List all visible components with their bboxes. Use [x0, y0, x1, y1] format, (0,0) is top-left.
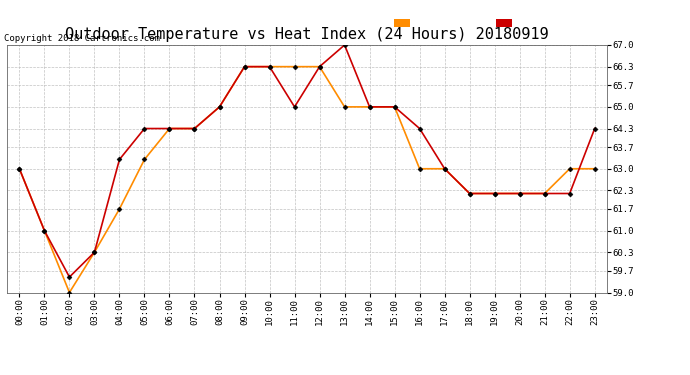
Text: Copyright 2018 Cartronics.com: Copyright 2018 Cartronics.com	[4, 33, 160, 42]
Legend: Heat Index (°F), Temperature (°F): Heat Index (°F), Temperature (°F)	[392, 17, 602, 30]
Title: Outdoor Temperature vs Heat Index (24 Hours) 20180919: Outdoor Temperature vs Heat Index (24 Ho…	[66, 27, 549, 42]
